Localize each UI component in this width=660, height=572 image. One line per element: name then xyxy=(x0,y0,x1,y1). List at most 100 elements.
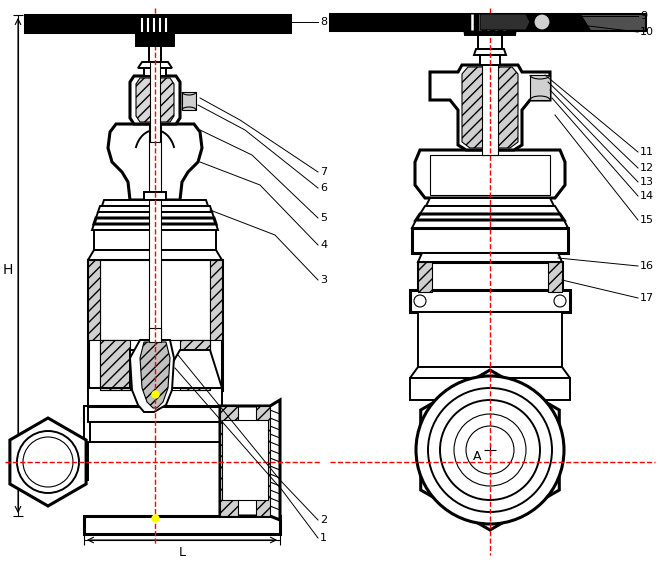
Polygon shape xyxy=(94,218,216,224)
Text: 9: 9 xyxy=(640,11,647,21)
Polygon shape xyxy=(25,15,290,32)
Polygon shape xyxy=(415,150,565,198)
Bar xyxy=(88,260,222,390)
Text: 2: 2 xyxy=(320,515,327,525)
Ellipse shape xyxy=(416,376,564,524)
Polygon shape xyxy=(418,262,432,292)
Text: 17: 17 xyxy=(640,293,654,303)
Text: 8: 8 xyxy=(320,17,327,27)
Polygon shape xyxy=(462,14,518,35)
Ellipse shape xyxy=(554,295,566,307)
Polygon shape xyxy=(98,206,212,212)
Text: 16: 16 xyxy=(640,261,654,271)
Bar xyxy=(480,55,500,65)
Text: 4: 4 xyxy=(320,240,327,250)
Bar xyxy=(100,340,210,390)
Text: 10: 10 xyxy=(640,27,654,37)
Ellipse shape xyxy=(466,426,514,474)
Ellipse shape xyxy=(534,14,550,30)
Polygon shape xyxy=(416,214,564,220)
Bar xyxy=(84,406,226,422)
Polygon shape xyxy=(140,342,170,408)
Text: A: A xyxy=(473,450,482,463)
Ellipse shape xyxy=(17,431,79,493)
Bar xyxy=(410,290,570,312)
Bar xyxy=(530,75,550,100)
Text: 14: 14 xyxy=(640,191,654,201)
Polygon shape xyxy=(210,260,222,340)
Text: H: H xyxy=(3,263,13,277)
Polygon shape xyxy=(136,78,174,122)
Polygon shape xyxy=(88,350,152,388)
Bar xyxy=(152,18,156,30)
Polygon shape xyxy=(102,200,208,206)
Text: 11: 11 xyxy=(640,147,654,157)
Bar xyxy=(149,46,161,62)
Polygon shape xyxy=(138,62,172,68)
Polygon shape xyxy=(220,400,280,520)
Polygon shape xyxy=(180,340,210,390)
Polygon shape xyxy=(430,65,550,150)
Polygon shape xyxy=(256,406,270,516)
Text: 12: 12 xyxy=(640,163,654,173)
Bar xyxy=(94,230,216,250)
Polygon shape xyxy=(420,206,560,214)
Ellipse shape xyxy=(428,388,552,512)
Polygon shape xyxy=(10,418,86,506)
Bar xyxy=(144,68,166,76)
Polygon shape xyxy=(220,406,238,516)
Bar xyxy=(140,18,144,30)
Text: 1: 1 xyxy=(320,533,327,543)
Bar xyxy=(164,18,168,30)
Bar xyxy=(222,420,268,500)
Polygon shape xyxy=(158,350,222,388)
Text: 15: 15 xyxy=(640,215,654,225)
Bar xyxy=(84,516,280,534)
Bar xyxy=(158,18,162,30)
Bar xyxy=(170,18,174,30)
Bar xyxy=(418,262,562,292)
Ellipse shape xyxy=(23,437,73,487)
Ellipse shape xyxy=(414,295,426,307)
Polygon shape xyxy=(84,406,90,480)
Polygon shape xyxy=(410,378,570,400)
Polygon shape xyxy=(426,198,554,206)
Text: 13: 13 xyxy=(640,177,654,187)
Bar xyxy=(146,18,150,30)
Polygon shape xyxy=(108,124,202,200)
Text: 3: 3 xyxy=(320,275,327,285)
Polygon shape xyxy=(480,14,530,30)
Bar xyxy=(90,422,220,442)
Polygon shape xyxy=(548,262,562,292)
Bar xyxy=(412,228,568,253)
Polygon shape xyxy=(462,67,518,148)
Polygon shape xyxy=(330,14,645,30)
Bar xyxy=(144,192,166,200)
Polygon shape xyxy=(88,250,222,260)
Polygon shape xyxy=(100,340,130,390)
Text: 6: 6 xyxy=(320,183,327,193)
Polygon shape xyxy=(130,340,174,412)
Polygon shape xyxy=(130,76,180,124)
Bar xyxy=(418,312,562,367)
Polygon shape xyxy=(474,49,506,55)
Bar xyxy=(482,35,498,155)
Polygon shape xyxy=(418,253,562,262)
Bar xyxy=(182,92,196,110)
Text: 5: 5 xyxy=(320,213,327,223)
Polygon shape xyxy=(410,367,570,378)
Bar xyxy=(149,328,161,342)
Bar xyxy=(478,35,502,49)
Polygon shape xyxy=(420,370,559,530)
Bar xyxy=(149,124,161,394)
Text: 7: 7 xyxy=(320,167,327,177)
Polygon shape xyxy=(136,32,174,46)
Text: L: L xyxy=(178,546,185,559)
Ellipse shape xyxy=(440,400,540,500)
Bar xyxy=(88,388,222,406)
Bar xyxy=(150,62,160,142)
Polygon shape xyxy=(92,224,218,230)
Polygon shape xyxy=(100,260,210,340)
Polygon shape xyxy=(580,14,645,30)
Polygon shape xyxy=(88,260,100,340)
